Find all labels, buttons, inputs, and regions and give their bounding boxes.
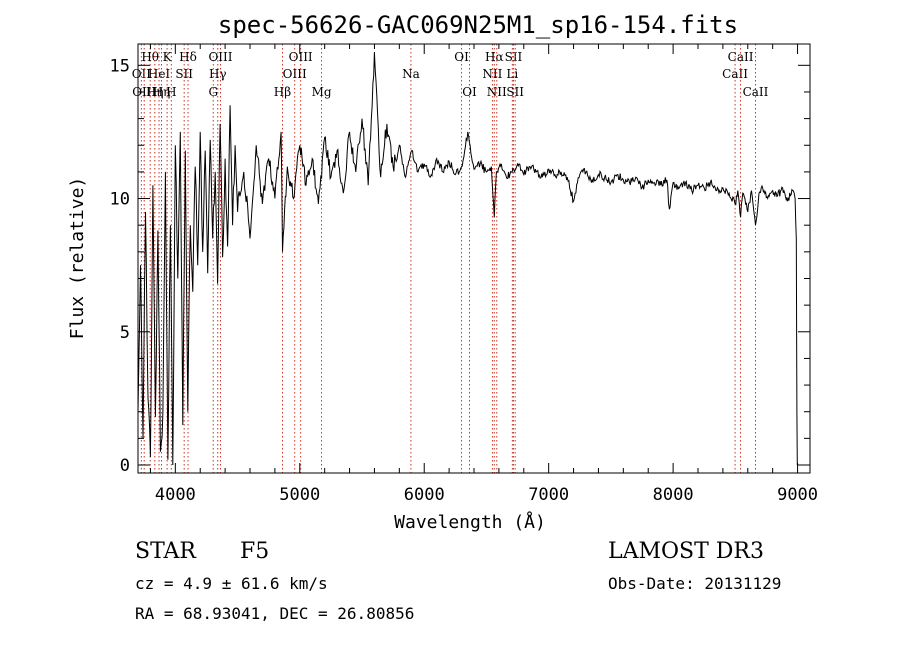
- y-tick-label: 15: [110, 56, 130, 76]
- line-label: Hδ: [179, 50, 197, 64]
- line-label: OI: [454, 50, 469, 64]
- line-label: Hγ: [209, 67, 227, 81]
- x-tick-label: 8000: [653, 485, 694, 505]
- survey-name: LAMOST DR3: [608, 539, 764, 564]
- line-label: CaII: [722, 67, 748, 81]
- x-tick-label: 5000: [279, 485, 320, 505]
- line-label: SII: [505, 50, 523, 64]
- x-tick-label: 6000: [404, 485, 445, 505]
- line-label: H: [166, 85, 176, 99]
- line-label: Hη: [153, 85, 171, 99]
- y-tick-label: 10: [110, 190, 130, 210]
- sky-coordinates: RA = 68.93041, DEC = 26.80856: [135, 604, 415, 623]
- spectral-line-markers: OIIOIIIHθHηHeIHηKHSIIHδGHγOIIIHβOIIIOIII…: [132, 44, 769, 473]
- line-label: G: [208, 85, 218, 99]
- plot-frame: [137, 43, 811, 474]
- object-class: STAR: [135, 539, 196, 564]
- spectrum-flux-line: [137, 51, 798, 466]
- line-label: SII: [506, 85, 524, 99]
- line-label: HeI: [148, 67, 171, 81]
- spectrum-chart: spec-56626-GAC069N25M1_sp16-154.fits OII…: [67, 11, 818, 533]
- line-label: SII: [175, 67, 193, 81]
- line-label: OIII: [289, 50, 313, 64]
- line-label: OI: [462, 85, 477, 99]
- x-tick-label: 9000: [777, 485, 818, 505]
- line-label: OII: [132, 67, 152, 81]
- line-label: CaII: [728, 50, 754, 64]
- line-label: OIII: [283, 67, 307, 81]
- line-label: NII: [487, 85, 507, 99]
- x-tick-label: 7000: [528, 485, 569, 505]
- observation-date: Obs-Date: 20131129: [608, 574, 782, 593]
- line-label: Li: [506, 67, 518, 81]
- line-label: Hβ: [274, 85, 291, 99]
- line-label: NII: [482, 67, 502, 81]
- line-label: CaII: [743, 85, 769, 99]
- line-label: Na: [402, 67, 420, 81]
- y-tick-label: 0: [120, 456, 130, 476]
- y-tick-label: 5: [120, 323, 130, 343]
- line-label: Hα: [485, 50, 504, 64]
- x-axis-label: Wavelength (Å): [394, 511, 546, 533]
- line-label: K: [163, 50, 173, 64]
- object-subclass: F5: [240, 539, 270, 564]
- line-label: Mg: [312, 85, 332, 99]
- redshift-velocity: cz = 4.9 ± 61.6 km/s: [135, 574, 328, 593]
- y-axis: 0 5 10 15: [110, 56, 810, 476]
- chart-title: spec-56626-GAC069N25M1_sp16-154.fits: [218, 11, 738, 39]
- x-tick-label: 4000: [155, 485, 196, 505]
- x-axis: 4000 5000 6000 7000 8000 9000: [149, 44, 818, 505]
- line-label: OIII: [208, 50, 232, 64]
- line-label: Hθ: [141, 50, 159, 64]
- y-axis-label: Flux (relative): [67, 177, 88, 340]
